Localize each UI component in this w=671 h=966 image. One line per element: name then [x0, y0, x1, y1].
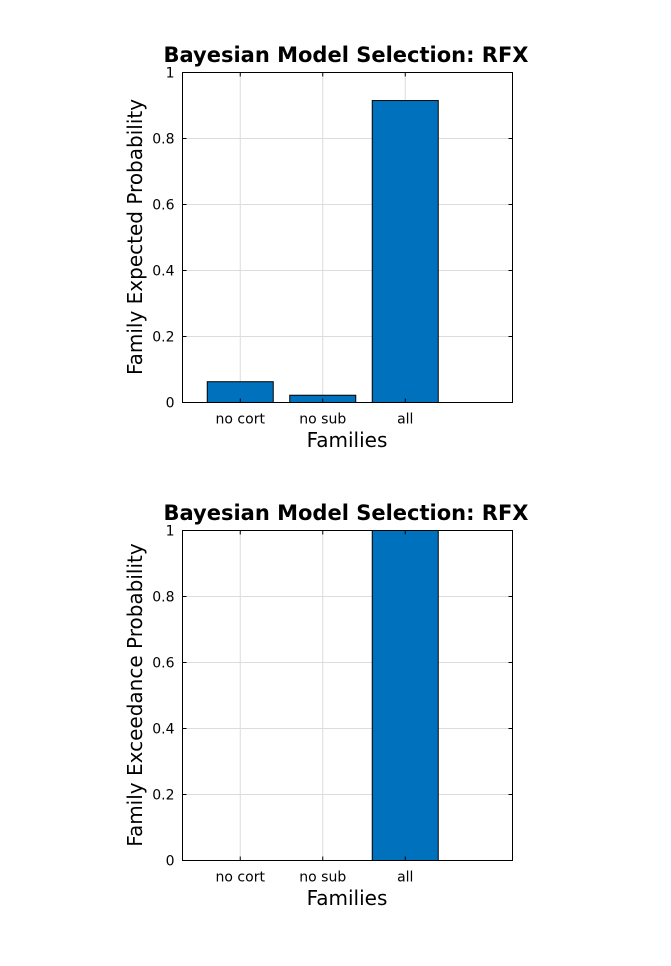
y-tick-layer: 0 0.2 0.4 0.6 0.8 1 [152, 524, 513, 870]
bar [371, 530, 439, 861]
x-tick-label: no sub [299, 870, 346, 886]
chart-panel-exceedance: Bayesian Model Selection: RFX 0 0.2 0.4 0.6… [123, 501, 529, 910]
y-tick-label: 0.2 [152, 330, 174, 346]
chart-panel-expected: Bayesian Model Selection: RFX 0 0.2 0.4 0.6… [123, 43, 529, 452]
bar-layer [371, 530, 439, 861]
y-axis-label: Family Exceedance Probability [123, 543, 147, 847]
chart-title: Bayesian Model Selection: RFX [164, 501, 529, 525]
plot-frame [182, 72, 513, 403]
y-tick-label: 0.4 [152, 264, 174, 280]
x-tick-label: all [397, 870, 413, 886]
x-tick-label: no cort [216, 870, 266, 886]
y-tick-label: 0.4 [152, 722, 174, 738]
grid-layer [182, 72, 513, 403]
y-axis-label: Family Expected Probability [123, 99, 147, 375]
y-tick-label: 0 [166, 854, 175, 870]
y-tick-label: 0.6 [152, 198, 174, 214]
grid-layer [182, 530, 513, 861]
y-tick-layer: 0 0.2 0.4 0.6 0.8 1 [152, 66, 513, 412]
y-tick-label: 1 [166, 66, 175, 82]
x-axis-label: Families [307, 428, 388, 452]
y-tick-label: 0.8 [152, 590, 174, 606]
x-tick-label: no cort [216, 412, 266, 428]
y-tick-label: 0 [166, 396, 175, 412]
x-axis-label: Families [307, 886, 388, 910]
y-tick-label: 0.2 [152, 788, 174, 804]
chart-title: Bayesian Model Selection: RFX [164, 43, 529, 67]
x-tick-layer: no cort no sub all [216, 72, 413, 428]
x-tick-label: no sub [299, 412, 346, 428]
y-tick-label: 0.6 [152, 656, 174, 672]
x-tick-layer: no cort no sub all [216, 530, 413, 886]
y-tick-label: 0.8 [152, 132, 174, 148]
x-tick-label: all [397, 412, 413, 428]
plot-frame [182, 530, 513, 861]
bar [371, 100, 439, 404]
y-tick-label: 1 [166, 524, 175, 540]
